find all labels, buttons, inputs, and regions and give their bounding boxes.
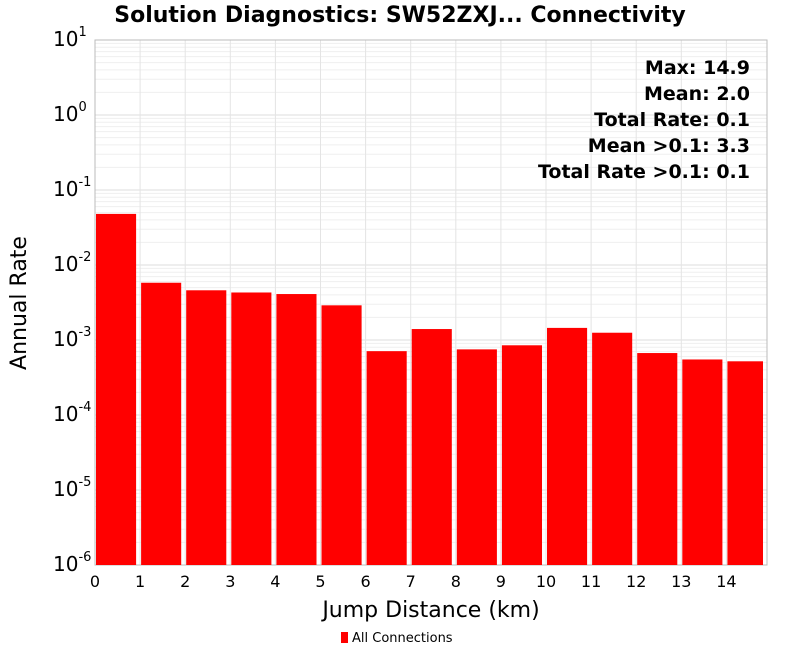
bar bbox=[682, 359, 723, 565]
x-tick-label: 5 bbox=[315, 572, 325, 591]
y-tick-label: 10-2 bbox=[53, 250, 91, 276]
x-tick-label: 12 bbox=[626, 572, 646, 591]
x-tick-label: 11 bbox=[581, 572, 601, 591]
x-tick-label: 1 bbox=[135, 572, 145, 591]
bar bbox=[592, 332, 633, 565]
x-axis-label: Jump Distance (km) bbox=[320, 598, 539, 623]
y-tick-label: 10-5 bbox=[53, 475, 91, 501]
bar bbox=[727, 361, 763, 565]
bar bbox=[231, 292, 272, 565]
y-tick-label: 10-4 bbox=[53, 400, 91, 426]
y-tick-label: 100 bbox=[53, 100, 87, 126]
legend-swatch bbox=[341, 632, 348, 643]
legend: All Connections bbox=[341, 631, 453, 646]
stats-annotations: Max: 14.9 Mean: 2.0 Total Rate: 0.1 Mean >0… bbox=[538, 57, 750, 183]
x-tick-label: 0 bbox=[90, 572, 100, 591]
x-tick-label: 14 bbox=[716, 572, 736, 591]
bar bbox=[547, 327, 588, 565]
x-tick-label: 4 bbox=[270, 572, 280, 591]
bar bbox=[276, 294, 317, 565]
x-tick-label: 8 bbox=[451, 572, 461, 591]
legend-label: All Connections bbox=[352, 631, 453, 646]
y-tick-label: 10-1 bbox=[53, 175, 91, 201]
x-tick-label: 2 bbox=[180, 572, 190, 591]
bar bbox=[366, 351, 407, 565]
y-axis-ticks: 101 100 10-1 10-2 10-3 10-4 10-5 10-6 bbox=[53, 25, 91, 576]
bar bbox=[501, 345, 543, 565]
bar bbox=[321, 305, 362, 565]
x-tick-label: 9 bbox=[496, 572, 506, 591]
x-tick-label: 6 bbox=[361, 572, 371, 591]
chart-title: Solution Diagnostics: SW52ZXJ... Connect… bbox=[114, 3, 685, 28]
stat-annotation: Mean >0.1: 3.3 bbox=[588, 135, 750, 157]
x-tick-label: 7 bbox=[406, 572, 416, 591]
bar bbox=[96, 213, 137, 565]
y-axis-label: Annual Rate bbox=[7, 236, 32, 370]
stat-annotation: Total Rate: 0.1 bbox=[594, 109, 750, 131]
y-tick-label: 101 bbox=[53, 25, 87, 51]
bar bbox=[186, 290, 227, 565]
bars bbox=[96, 213, 763, 565]
bar bbox=[411, 329, 452, 565]
x-tick-label: 3 bbox=[225, 572, 235, 591]
x-axis-ticks: 0 1 2 3 4 5 6 7 8 9 10 11 12 13 14 bbox=[90, 572, 737, 591]
x-tick-label: 13 bbox=[671, 572, 691, 591]
bar bbox=[456, 349, 497, 565]
stat-annotation: Mean: 2.0 bbox=[644, 83, 750, 105]
bar bbox=[141, 282, 182, 565]
stat-annotation: Total Rate >0.1: 0.1 bbox=[538, 161, 750, 183]
x-tick-label: 10 bbox=[536, 572, 556, 591]
bar bbox=[637, 353, 678, 565]
y-tick-label: 10-6 bbox=[53, 550, 91, 576]
y-tick-label: 10-3 bbox=[53, 325, 91, 351]
stat-annotation: Max: 14.9 bbox=[645, 57, 750, 79]
